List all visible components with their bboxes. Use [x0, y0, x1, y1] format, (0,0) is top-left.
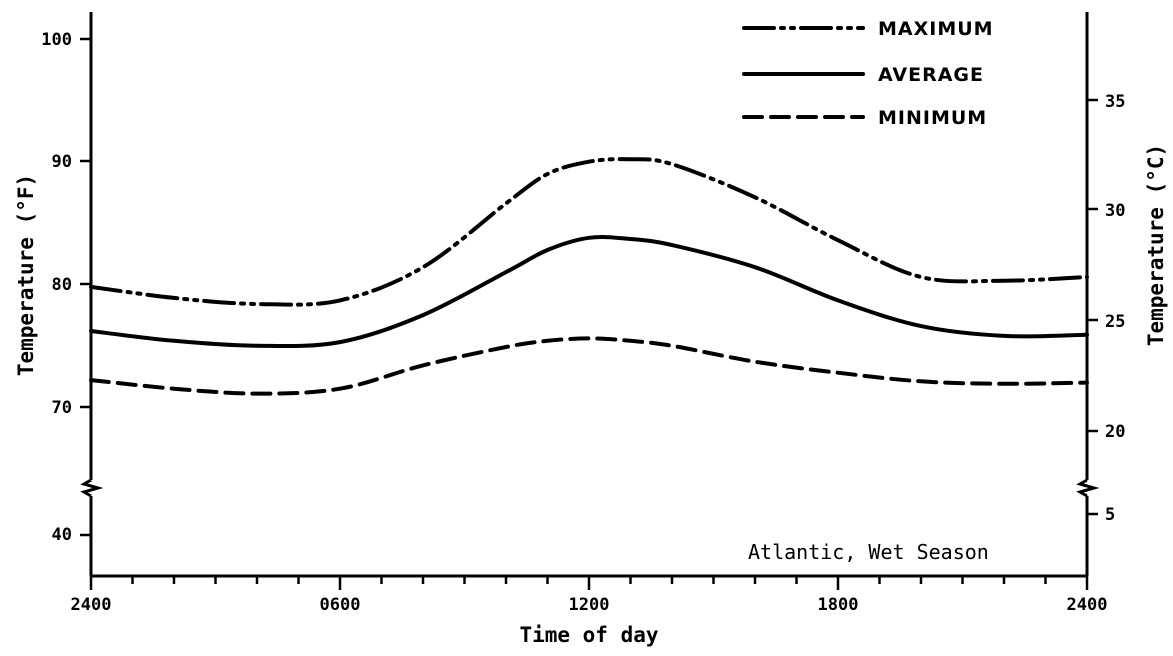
x-tick-label-0600: 0600 [320, 595, 361, 615]
x-tick-label-2400-start: 2400 [71, 595, 112, 615]
x-tick-label-2400-end: 2400 [1067, 595, 1108, 615]
y-left-tick-label-80: 80 [52, 275, 72, 295]
legend: MAXIMUM AVERAGE MINIMUM [742, 18, 994, 129]
x-tick-label-1200: 1200 [569, 595, 610, 615]
chart-annotation: Atlantic, Wet Season [748, 540, 989, 564]
x-tick-label-1800: 1800 [818, 595, 859, 615]
series-average-line [89, 235, 1089, 349]
tick-marks [80, 37, 1098, 590]
x-tick-labels: 2400 0600 1200 1800 2400 [71, 595, 1108, 615]
y-right-tick-label-25: 25 [1105, 312, 1125, 332]
series-group [89, 157, 1089, 396]
series-maximum-line [89, 157, 1089, 307]
legend-minimum-label: MINIMUM [878, 107, 987, 129]
left-axis-break [80, 478, 104, 498]
y-left-tick-label-100: 100 [41, 30, 72, 50]
y-left-axis-label: Temperature (°F) [14, 174, 38, 376]
y-right-tick-label-35: 35 [1105, 92, 1125, 112]
y-right-tick-label-20: 20 [1105, 422, 1125, 442]
right-axis-break [1076, 478, 1100, 498]
y-left-tick-label-90: 90 [52, 152, 72, 172]
series-minimum-line [89, 336, 1089, 396]
y-left-tick-labels: 100 90 80 70 40 [41, 30, 72, 545]
y-left-tick-label-40: 40 [52, 525, 72, 545]
y-right-axis-label: Temperature (°C) [1144, 144, 1168, 346]
legend-maximum-label: MAXIMUM [878, 18, 994, 40]
y-right-tick-labels: 35 30 25 20 5 [1105, 92, 1125, 525]
x-axis-label: Time of day [519, 623, 658, 647]
y-right-tick-label-30: 30 [1105, 201, 1125, 221]
legend-average-label: AVERAGE [878, 64, 984, 86]
axes [80, 12, 1100, 578]
y-right-tick-label-5: 5 [1105, 505, 1115, 525]
y-left-tick-label-70: 70 [52, 398, 72, 418]
